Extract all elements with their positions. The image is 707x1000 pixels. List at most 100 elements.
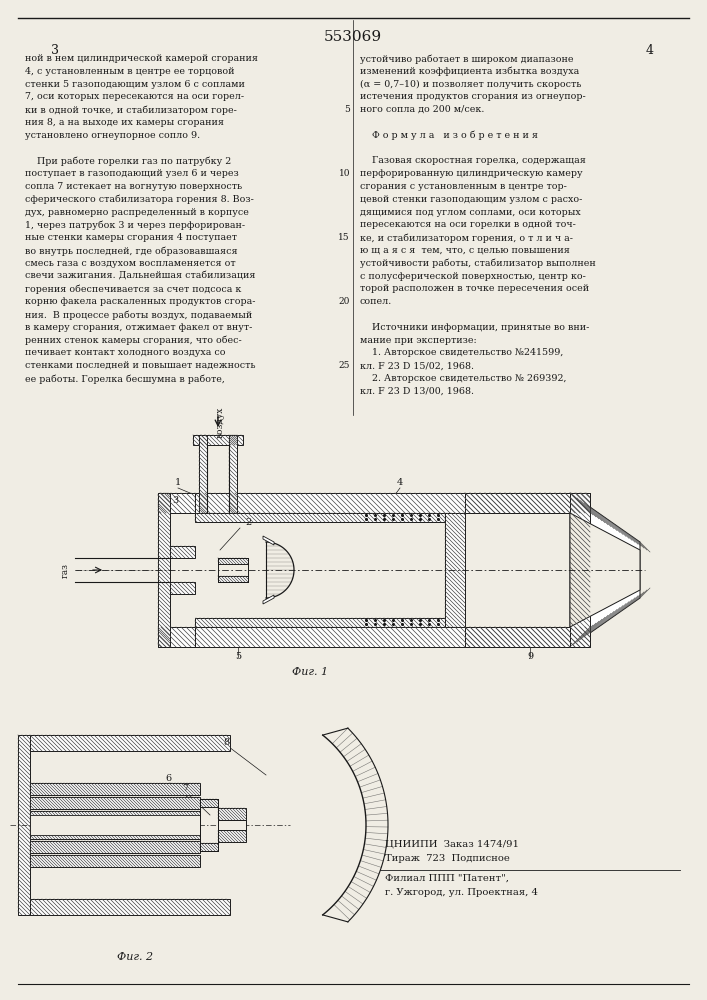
Polygon shape [195,618,445,627]
Text: кл. F 23 D 13/00, 1968.: кл. F 23 D 13/00, 1968. [360,387,474,396]
Polygon shape [199,435,207,513]
Text: перфорированную цилиндрическую камеру: перфорированную цилиндрическую камеру [360,169,583,178]
Text: г. Ужгород, ул. Проектная, 4: г. Ужгород, ул. Проектная, 4 [385,888,538,897]
Text: 25: 25 [339,361,350,370]
Polygon shape [218,558,248,564]
Text: ные стенки камеры сгорания 4 поступает: ные стенки камеры сгорания 4 поступает [25,233,237,242]
Text: стенками последней и повышает надежность: стенками последней и повышает надежность [25,361,255,370]
Polygon shape [195,493,590,513]
Polygon shape [30,783,200,795]
Text: 4: 4 [397,478,403,487]
Polygon shape [218,830,246,842]
Text: 7, оси которых пересекаются на оси горел-: 7, оси которых пересекаются на оси горел… [25,92,244,101]
Polygon shape [263,595,274,604]
Text: 3: 3 [172,496,178,505]
Text: Источники информации, принятые во вни-: Источники информации, принятые во вни- [360,323,590,332]
Text: 5: 5 [344,105,350,114]
Polygon shape [465,627,570,647]
Text: ного сопла до 200 м/сек.: ного сопла до 200 м/сек. [360,105,484,114]
Text: цевой стенки газоподающим узлом с расхо-: цевой стенки газоподающим узлом с расхо- [360,195,583,204]
Polygon shape [193,435,243,445]
Text: изменений коэффициента избытка воздуха: изменений коэффициента избытка воздуха [360,67,579,76]
Text: стенки 5 газоподающим узлом 6 с соплами: стенки 5 газоподающим узлом 6 с соплами [25,80,245,89]
Polygon shape [18,735,30,915]
Polygon shape [570,513,640,627]
Text: сферического стабилизатора горения 8. Воз-: сферического стабилизатора горения 8. Во… [25,195,254,204]
Text: ренних стенок камеры сгорания, что обес-: ренних стенок камеры сгорания, что обес- [25,336,242,345]
Text: сопел.: сопел. [360,297,392,306]
Text: во внутрь последней, где образовавшаяся: во внутрь последней, где образовавшаяся [25,246,238,255]
Polygon shape [200,843,218,851]
Text: Тираж  723  Подписное: Тираж 723 Подписное [385,854,510,863]
Text: печивает контакт холодного воздуха со: печивает контакт холодного воздуха со [25,348,226,357]
Text: в камеру сгорания, отжимает факел от внут-: в камеру сгорания, отжимает факел от вну… [25,323,252,332]
Text: газ: газ [61,562,70,578]
Text: устойчиво работает в широком диапазоне: устойчиво работает в широком диапазоне [360,54,573,64]
Polygon shape [30,811,200,821]
Polygon shape [570,493,590,647]
Text: 1. Авторское свидетельство №241599,: 1. Авторское свидетельство №241599, [360,348,563,357]
Text: корню факела раскаленных продуктов сгора-: корню факела раскаленных продуктов сгора… [25,297,255,306]
Text: дящимися под углом соплами, оси которых: дящимися под углом соплами, оси которых [360,208,580,217]
Text: кл. F 23 D 15/02, 1968.: кл. F 23 D 15/02, 1968. [360,361,474,370]
Polygon shape [30,841,200,853]
Text: дух, равномерно распределенный в корпусе: дух, равномерно распределенный в корпусе [25,208,249,217]
Polygon shape [30,797,200,809]
Text: 10: 10 [339,169,350,178]
Text: 553069: 553069 [324,30,382,44]
Text: устойчивости работы, стабилизатор выполнен: устойчивости работы, стабилизатор выполн… [360,259,596,268]
Text: ЦНИИПИ  Заказ 1474/91: ЦНИИПИ Заказ 1474/91 [385,840,519,849]
Text: торой расположен в точке пересечения осей: торой расположен в точке пересечения осе… [360,284,589,293]
Text: горения обеспечивается за счет подсоса к: горения обеспечивается за счет подсоса к [25,284,241,294]
Polygon shape [195,513,445,522]
Text: 4, с установленным в центре ее торцовой: 4, с установленным в центре ее торцовой [25,67,235,76]
Text: 15: 15 [339,233,350,242]
Polygon shape [218,576,248,582]
Polygon shape [218,820,246,830]
Polygon shape [229,435,237,513]
Text: ной в нем цилиндрической камерой сгорания: ной в нем цилиндрической камерой сгорани… [25,54,258,63]
Polygon shape [170,582,195,594]
Text: мание при экспертизе:: мание при экспертизе: [360,336,477,345]
Text: ю щ а я с я  тем, что, с целью повышения: ю щ а я с я тем, что, с целью повышения [360,246,570,255]
Text: 5: 5 [235,652,241,661]
Text: установлено огнеупорное сопло 9.: установлено огнеупорное сопло 9. [25,131,200,140]
Text: (α = 0,7–10) и позволяет получить скорость: (α = 0,7–10) и позволяет получить скорос… [360,80,581,89]
Polygon shape [570,493,640,647]
Polygon shape [158,627,195,647]
Text: пересекаются на оси горелки в одной точ-: пересекаются на оси горелки в одной точ- [360,220,576,229]
Text: 1, через патрубок 3 и через перфорирован-: 1, через патрубок 3 и через перфорирован… [25,220,245,230]
Text: сгорания с установленным в центре тор-: сгорания с установленным в центре тор- [360,182,567,191]
Polygon shape [158,493,195,513]
Text: 3: 3 [51,44,59,57]
Polygon shape [445,513,465,627]
Text: Филиал ППП "Патент",: Филиал ППП "Патент", [385,874,509,883]
Text: свечи зажигания. Дальнейшая стабилизация: свечи зажигания. Дальнейшая стабилизация [25,272,255,281]
Polygon shape [200,799,218,807]
Text: 1: 1 [175,478,181,487]
Polygon shape [158,493,170,647]
Polygon shape [465,493,570,513]
Text: 4: 4 [646,44,654,57]
Text: Ф о р м у л а   и з о б р е т е н и я: Ф о р м у л а и з о б р е т е н и я [360,131,538,140]
Text: Фиг. 1: Фиг. 1 [292,667,328,677]
Polygon shape [30,829,200,839]
Polygon shape [30,815,200,835]
Text: ки в одной точке, и стабилизатором горе-: ки в одной точке, и стабилизатором горе- [25,105,237,115]
Text: При работе горелки газ по патрубку 2: При работе горелки газ по патрубку 2 [25,156,231,166]
Text: 9: 9 [527,652,533,661]
Text: 2. Авторское свидетельство № 269392,: 2. Авторское свидетельство № 269392, [360,374,566,383]
Polygon shape [263,536,274,545]
Text: воздух: воздух [216,407,225,438]
Text: ее работы. Горелка бесшумна в работе,: ее работы. Горелка бесшумна в работе, [25,374,225,383]
Text: смесь газа с воздухом воспламеняется от: смесь газа с воздухом воспламеняется от [25,259,235,268]
Text: с полусферической поверхностью, центр ко-: с полусферической поверхностью, центр ко… [360,272,586,281]
Text: Газовая скоростная горелка, содержащая: Газовая скоростная горелка, содержащая [360,156,586,165]
Text: 8: 8 [223,738,229,747]
Text: Фиг. 2: Фиг. 2 [117,952,153,962]
Text: ке, и стабилизатором горения, о т л и ч а-: ке, и стабилизатором горения, о т л и ч … [360,233,573,243]
Text: ния 8, а на выходе их камеры сгорания: ния 8, а на выходе их камеры сгорания [25,118,224,127]
Polygon shape [30,735,230,751]
Polygon shape [195,627,590,647]
Polygon shape [30,899,230,915]
